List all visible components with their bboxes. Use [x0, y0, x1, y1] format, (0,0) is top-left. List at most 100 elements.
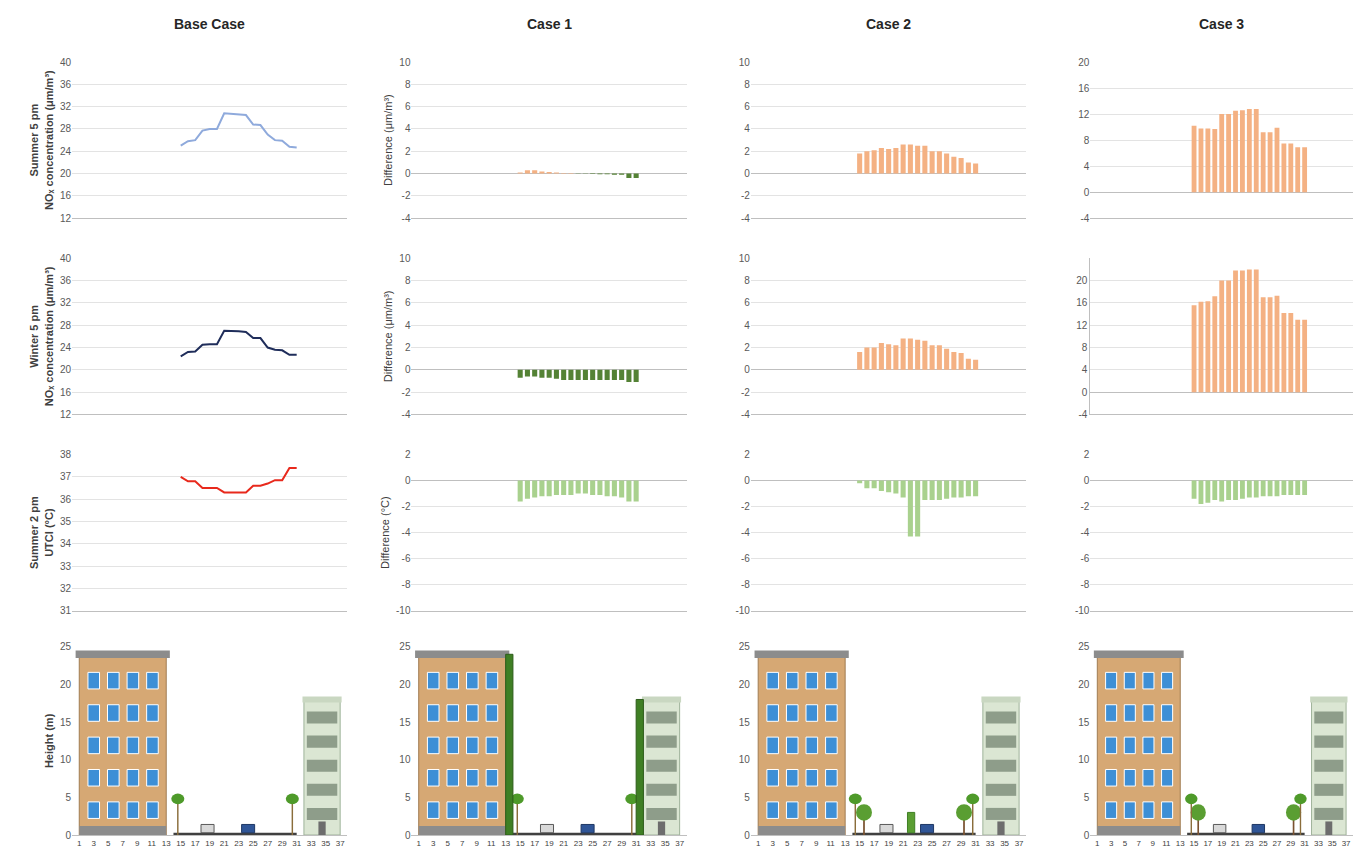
svg-text:35: 35 — [1000, 839, 1009, 848]
svg-text:-6: -6 — [1080, 553, 1089, 564]
svg-text:-4: -4 — [741, 409, 750, 420]
svg-text:31: 31 — [971, 839, 980, 848]
svg-text:36: 36 — [60, 494, 72, 505]
svg-text:Difference (μm/m³): Difference (μm/m³) — [382, 94, 394, 186]
svg-text:8: 8 — [405, 275, 411, 286]
svg-text:6: 6 — [405, 101, 411, 112]
svg-text:2: 2 — [744, 146, 750, 157]
svg-text:-2: -2 — [741, 387, 750, 398]
svg-text:-2: -2 — [402, 387, 411, 398]
svg-text:0: 0 — [744, 168, 750, 179]
svg-text:-8: -8 — [741, 579, 750, 590]
svg-text:2: 2 — [744, 342, 750, 353]
svg-text:5: 5 — [1123, 839, 1128, 848]
svg-text:2: 2 — [744, 449, 750, 460]
svg-text:-2: -2 — [402, 501, 411, 512]
svg-text:19: 19 — [884, 839, 893, 848]
svg-text:7: 7 — [121, 839, 126, 848]
svg-text:33: 33 — [307, 839, 316, 848]
svg-text:20: 20 — [1076, 275, 1088, 286]
svg-text:4: 4 — [744, 320, 750, 331]
svg-text:34: 34 — [60, 538, 72, 549]
svg-text:38: 38 — [60, 449, 72, 460]
svg-text:16: 16 — [60, 190, 72, 201]
svg-text:9: 9 — [814, 839, 819, 848]
svg-text:23: 23 — [234, 839, 243, 848]
svg-text:40: 40 — [60, 57, 72, 68]
svg-text:11: 11 — [487, 839, 496, 848]
svg-text:0: 0 — [405, 364, 411, 375]
svg-text:7: 7 — [460, 839, 465, 848]
svg-text:29: 29 — [278, 839, 287, 848]
svg-text:35: 35 — [321, 839, 330, 848]
svg-text:4: 4 — [405, 123, 411, 134]
svg-text:15: 15 — [739, 717, 751, 728]
svg-text:29: 29 — [957, 839, 966, 848]
svg-text:23: 23 — [1245, 839, 1254, 848]
svg-text:-8: -8 — [402, 579, 411, 590]
svg-text:25: 25 — [588, 839, 597, 848]
svg-text:16: 16 — [1078, 83, 1090, 94]
svg-text:0: 0 — [405, 168, 411, 179]
svg-text:21: 21 — [1231, 839, 1240, 848]
svg-text:Height (m): Height (m) — [43, 713, 55, 768]
svg-text:10: 10 — [399, 253, 411, 264]
svg-text:0: 0 — [1084, 187, 1090, 198]
svg-text:24: 24 — [60, 146, 72, 157]
svg-text:13: 13 — [162, 839, 171, 848]
svg-text:8: 8 — [405, 79, 411, 90]
svg-text:2: 2 — [405, 342, 411, 353]
svg-text:5: 5 — [405, 792, 411, 803]
svg-text:-10: -10 — [396, 605, 411, 616]
svg-text:35: 35 — [1328, 839, 1337, 848]
svg-text:27: 27 — [603, 839, 612, 848]
svg-text:17: 17 — [191, 839, 200, 848]
svg-text:33: 33 — [1314, 839, 1323, 848]
svg-text:15: 15 — [1190, 839, 1199, 848]
svg-text:31: 31 — [632, 839, 641, 848]
svg-text:-6: -6 — [741, 553, 750, 564]
svg-text:5: 5 — [65, 792, 71, 803]
svg-text:21: 21 — [899, 839, 908, 848]
svg-text:37: 37 — [675, 839, 684, 848]
svg-text:Summer 2 pmUTCI (°C): Summer 2 pmUTCI (°C) — [28, 496, 54, 569]
svg-text:25: 25 — [1259, 839, 1268, 848]
svg-text:27: 27 — [942, 839, 951, 848]
svg-text:12: 12 — [60, 409, 72, 420]
svg-text:40: 40 — [60, 253, 72, 264]
svg-text:17: 17 — [1203, 839, 1212, 848]
svg-text:29: 29 — [617, 839, 626, 848]
svg-text:28: 28 — [60, 320, 72, 331]
svg-text:Case 1: Case 1 — [527, 16, 572, 32]
svg-text:3: 3 — [770, 839, 775, 848]
svg-text:27: 27 — [1273, 839, 1282, 848]
svg-text:21: 21 — [220, 839, 229, 848]
svg-text:15: 15 — [176, 839, 185, 848]
svg-text:-4: -4 — [402, 409, 411, 420]
svg-text:35: 35 — [661, 839, 670, 848]
svg-text:21: 21 — [559, 839, 568, 848]
svg-text:33: 33 — [646, 839, 655, 848]
svg-text:2: 2 — [405, 449, 411, 460]
svg-text:-4: -4 — [402, 527, 411, 538]
svg-text:4: 4 — [1084, 161, 1090, 172]
svg-text:0: 0 — [65, 830, 71, 841]
svg-text:25: 25 — [1078, 641, 1090, 652]
svg-text:3: 3 — [431, 839, 436, 848]
svg-text:19: 19 — [545, 839, 554, 848]
svg-text:16: 16 — [60, 387, 72, 398]
svg-text:3: 3 — [92, 839, 97, 848]
svg-text:0: 0 — [1082, 387, 1088, 398]
svg-text:1: 1 — [756, 839, 761, 848]
svg-text:-4: -4 — [1080, 213, 1089, 224]
svg-text:13: 13 — [841, 839, 850, 848]
svg-text:4: 4 — [1082, 364, 1088, 375]
svg-text:33: 33 — [986, 839, 995, 848]
svg-text:9: 9 — [474, 839, 479, 848]
svg-text:8: 8 — [744, 79, 750, 90]
svg-text:37: 37 — [1342, 839, 1351, 848]
svg-text:25: 25 — [399, 641, 411, 652]
svg-text:10: 10 — [399, 57, 411, 68]
svg-text:0: 0 — [1084, 830, 1090, 841]
svg-text:2: 2 — [405, 146, 411, 157]
